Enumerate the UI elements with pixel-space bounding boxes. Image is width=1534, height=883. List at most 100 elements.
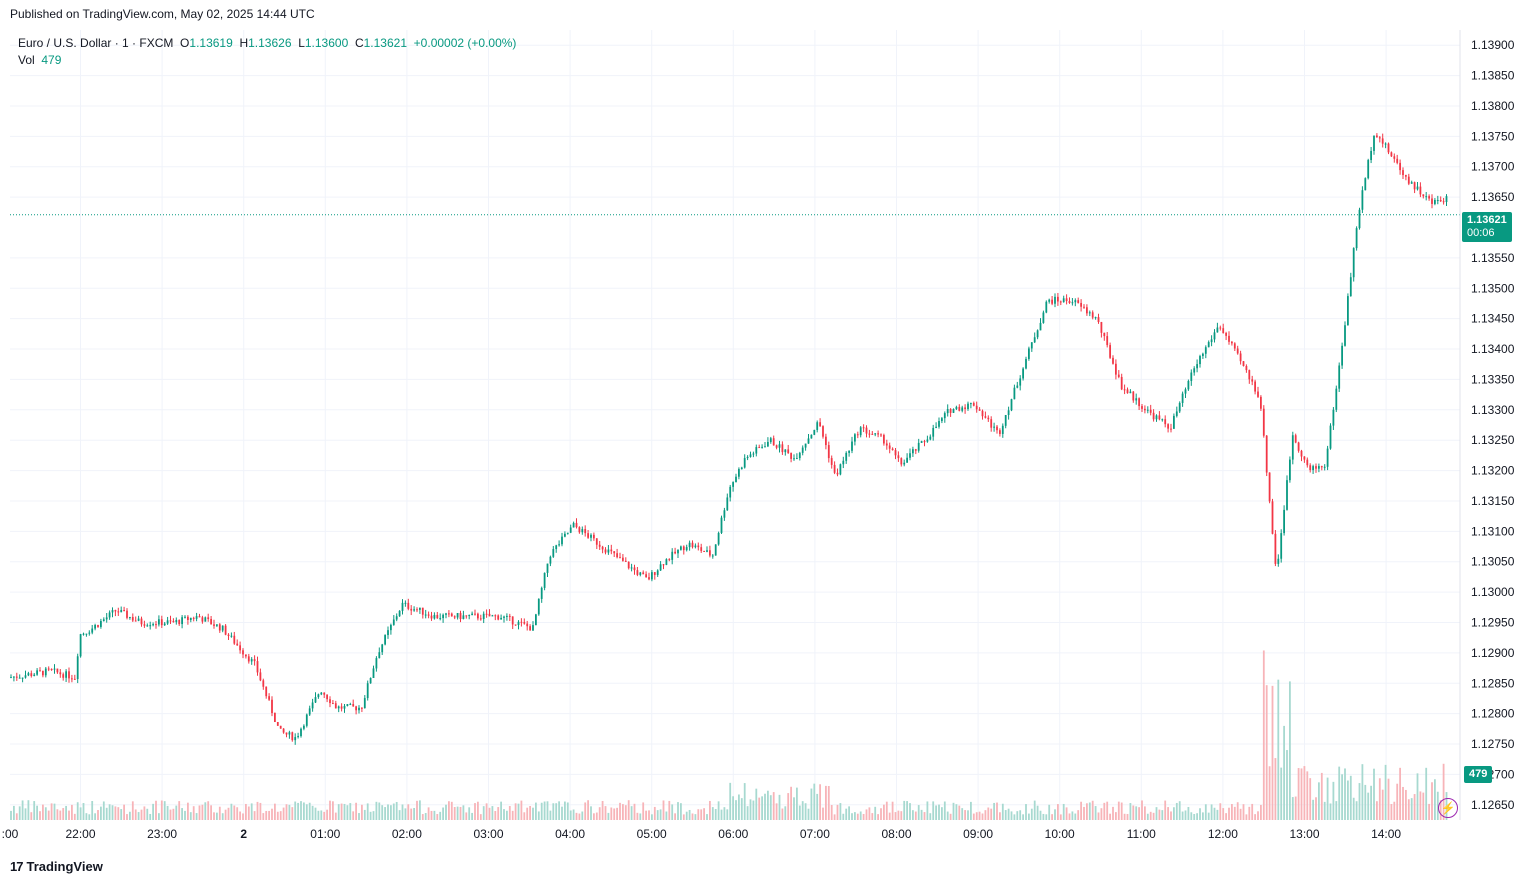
volume-bar bbox=[798, 805, 801, 820]
candle-body bbox=[1193, 368, 1196, 373]
volume-bar bbox=[71, 804, 73, 820]
volume-bar bbox=[143, 806, 146, 820]
volume-bar bbox=[1190, 812, 1193, 820]
x-tick-label: 03:00 bbox=[473, 827, 503, 841]
volume-bar bbox=[732, 796, 734, 820]
candle-body bbox=[224, 625, 227, 635]
candle-body bbox=[671, 551, 674, 560]
candle-body bbox=[885, 443, 888, 446]
volume-bar bbox=[1410, 798, 1413, 820]
volume-bar bbox=[76, 802, 79, 820]
candle-body bbox=[1384, 143, 1387, 145]
candle-body bbox=[88, 632, 91, 634]
volume-bar bbox=[427, 807, 430, 820]
volume-bar bbox=[471, 812, 473, 820]
volume-bar bbox=[421, 814, 424, 820]
candle-body bbox=[1086, 307, 1088, 314]
candle-body bbox=[917, 442, 920, 451]
candle-body bbox=[526, 623, 529, 627]
volume-bar bbox=[1384, 764, 1387, 820]
volume-bar bbox=[1344, 768, 1346, 820]
volume-bar bbox=[740, 798, 743, 820]
candle-body bbox=[978, 409, 981, 411]
volume-bar bbox=[984, 810, 987, 820]
candle-body bbox=[363, 698, 366, 709]
volume-bar bbox=[1158, 809, 1161, 820]
candle-body bbox=[114, 610, 117, 612]
candle-body bbox=[172, 620, 175, 623]
candle-body bbox=[1080, 302, 1082, 307]
candle-body bbox=[1396, 158, 1399, 163]
candle-body bbox=[47, 668, 50, 670]
candle-body bbox=[94, 625, 96, 629]
volume-bar bbox=[1367, 792, 1370, 820]
candle-body bbox=[245, 654, 247, 657]
volume-bar bbox=[1030, 808, 1033, 820]
candle-body bbox=[1228, 335, 1230, 342]
volume-bar bbox=[285, 804, 288, 820]
volume-bar bbox=[1161, 810, 1164, 820]
volume-bar bbox=[120, 809, 123, 820]
candle-body bbox=[984, 416, 987, 418]
candle-body bbox=[149, 625, 152, 627]
candle-body bbox=[247, 656, 250, 662]
volume-bar bbox=[407, 804, 410, 820]
y-tick-label: 1.13550 bbox=[1471, 251, 1515, 265]
volume-bar bbox=[1202, 812, 1204, 820]
volume-bar bbox=[735, 800, 737, 820]
volume-bar bbox=[981, 813, 984, 820]
volume-bar bbox=[700, 809, 703, 820]
candle-body bbox=[100, 621, 102, 627]
volume-bar bbox=[903, 800, 906, 820]
volume-bar bbox=[885, 801, 888, 820]
candle-body bbox=[1431, 198, 1433, 204]
candle-body bbox=[10, 677, 12, 679]
volume-bar bbox=[1280, 767, 1283, 820]
volume-bar bbox=[1326, 777, 1329, 820]
volume-bar bbox=[714, 809, 717, 820]
volume-bar bbox=[877, 814, 879, 820]
volume-bar bbox=[514, 803, 517, 820]
volume-bar bbox=[158, 813, 160, 820]
candle-body bbox=[390, 624, 392, 631]
candle-body bbox=[1352, 248, 1355, 278]
candle-body bbox=[332, 703, 334, 705]
volume-bar bbox=[1135, 806, 1138, 820]
candle-body bbox=[1326, 448, 1329, 467]
candle-body bbox=[935, 426, 937, 428]
volume-bar bbox=[804, 803, 807, 820]
volume-bar bbox=[996, 802, 998, 820]
volume-bar bbox=[697, 809, 700, 820]
footer-brand[interactable]: 17 TradingView bbox=[10, 859, 103, 874]
volume-bar bbox=[674, 813, 676, 820]
candle-body bbox=[1329, 425, 1332, 449]
volume-label[interactable]: Vol bbox=[18, 53, 35, 67]
x-tick-label: 08:00 bbox=[881, 827, 911, 841]
volume-bar bbox=[413, 807, 415, 820]
volume-bar bbox=[1387, 778, 1390, 820]
volume-bar bbox=[1318, 782, 1320, 820]
candle-body bbox=[91, 628, 94, 633]
symbol-label[interactable]: Euro / U.S. Dollar · 1 · FXCM bbox=[18, 36, 174, 50]
volume-bar bbox=[363, 809, 366, 820]
volume-bar bbox=[813, 783, 816, 820]
volume-bar bbox=[259, 802, 262, 820]
volume-bar bbox=[865, 809, 868, 820]
candle-body bbox=[369, 677, 372, 684]
volume-bar bbox=[836, 804, 839, 820]
candle-body bbox=[1022, 368, 1024, 379]
volume-bar bbox=[152, 803, 154, 820]
volume-bar bbox=[450, 801, 453, 820]
volume-bar bbox=[1312, 799, 1314, 820]
y-tick-label: 1.12900 bbox=[1471, 646, 1515, 660]
volume-bar bbox=[883, 804, 885, 820]
lightning-icon[interactable]: ⚡ bbox=[1438, 798, 1458, 818]
candle-body bbox=[874, 433, 877, 435]
candle-body bbox=[259, 672, 262, 681]
candle-body bbox=[1158, 415, 1161, 420]
volume-bar bbox=[822, 807, 824, 820]
chart-legend: Euro / U.S. Dollar · 1 · FXCM O1.13619 H… bbox=[18, 35, 516, 69]
candle-body bbox=[314, 697, 317, 703]
candle-body bbox=[717, 532, 720, 545]
